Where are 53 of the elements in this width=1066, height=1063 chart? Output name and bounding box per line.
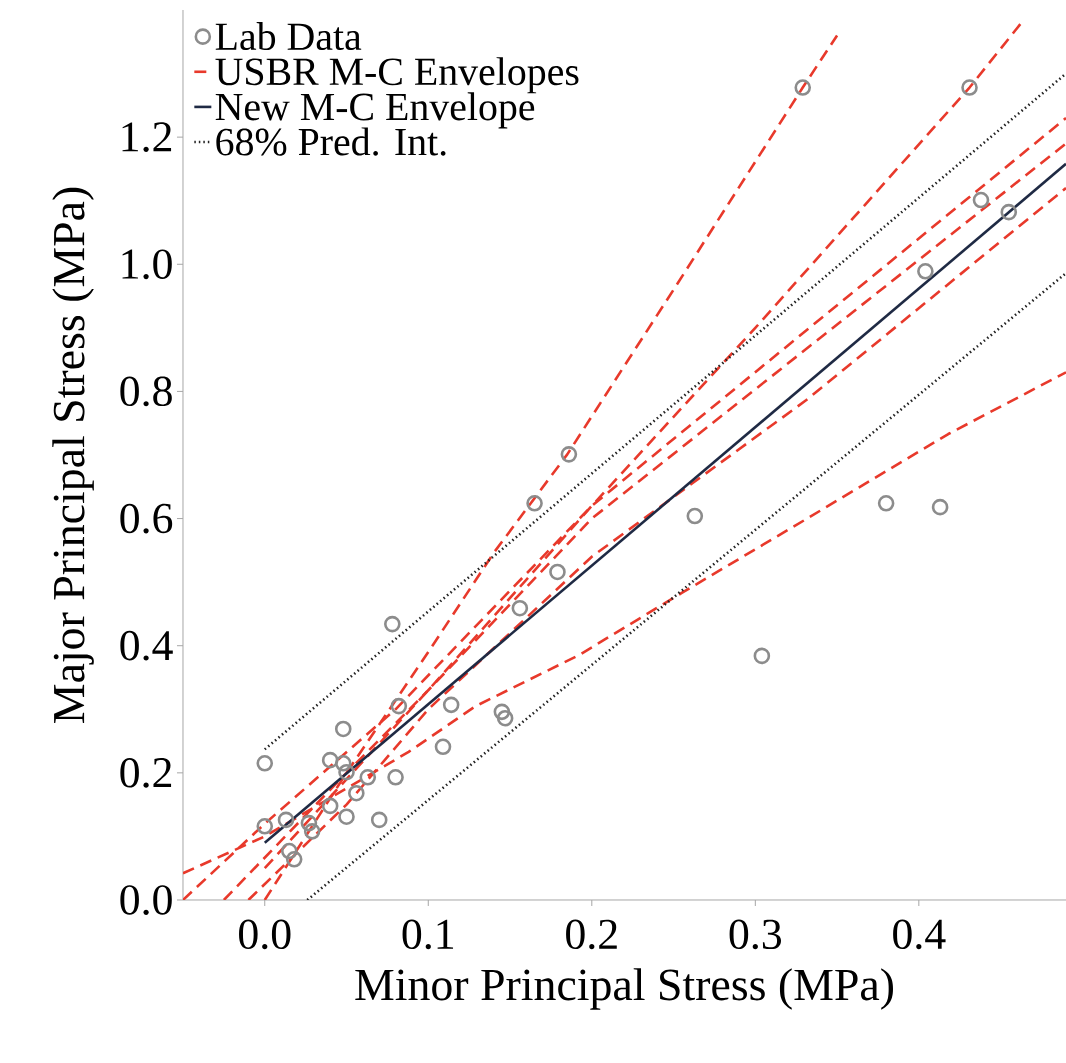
- y-tick-label: 0.8: [120, 376, 172, 407]
- point: [256, 817, 274, 835]
- point: [511, 599, 529, 617]
- point: [972, 191, 990, 209]
- point: [794, 79, 812, 96]
- point: [359, 769, 377, 786]
- point: [334, 720, 352, 738]
- x-tick-label: 0.0: [239, 919, 291, 950]
- x-tick-label: 0.3: [729, 919, 781, 950]
- y-tick-label: 0.0: [120, 885, 172, 915]
- point: [384, 615, 401, 633]
- point: [338, 763, 355, 781]
- point: [434, 738, 452, 756]
- point: [321, 751, 339, 769]
- point: [390, 697, 408, 715]
- point: [526, 495, 543, 512]
- y-tick-label: 0.2: [120, 757, 172, 788]
- point: [496, 709, 514, 727]
- legend-label: 68% Pred. Int.: [216, 127, 446, 156]
- legend-label: USBR M-C Envelopes: [215, 57, 579, 94]
- point: [931, 498, 949, 516]
- point: [877, 495, 895, 512]
- y-axis-title: Major Principal Stress (MPa): [52, 187, 94, 723]
- x-axis-title: Minor Principal Stress (MPa): [355, 968, 893, 1010]
- point: [1000, 203, 1018, 221]
- y-tick-label: 0.4: [120, 630, 173, 661]
- point: [300, 814, 318, 832]
- point: [387, 769, 404, 786]
- point: [753, 647, 771, 665]
- x-tick-label: 0.4: [893, 919, 946, 950]
- y-tick-label: 0.6: [120, 503, 173, 534]
- x-tick-label: 0.1: [402, 919, 454, 950]
- point: [321, 797, 339, 815]
- point: [348, 784, 365, 802]
- point: [277, 811, 295, 829]
- point: [303, 823, 321, 840]
- point: [560, 446, 578, 463]
- y-tick-label: 1.0: [122, 249, 172, 280]
- point: [917, 262, 934, 280]
- point: [338, 808, 355, 826]
- point: [493, 703, 511, 721]
- point: [370, 811, 388, 829]
- point: [961, 79, 978, 96]
- point: [285, 851, 303, 868]
- point: [442, 696, 460, 714]
- x-tick-label: 0.2: [566, 919, 617, 950]
- point: [686, 507, 704, 525]
- point: [334, 755, 352, 772]
- point: [280, 842, 298, 860]
- legend-label: Lab Data: [215, 22, 362, 51]
- point: [549, 563, 566, 581]
- point: [256, 755, 274, 772]
- y-tick-label: 1.2: [122, 122, 172, 152]
